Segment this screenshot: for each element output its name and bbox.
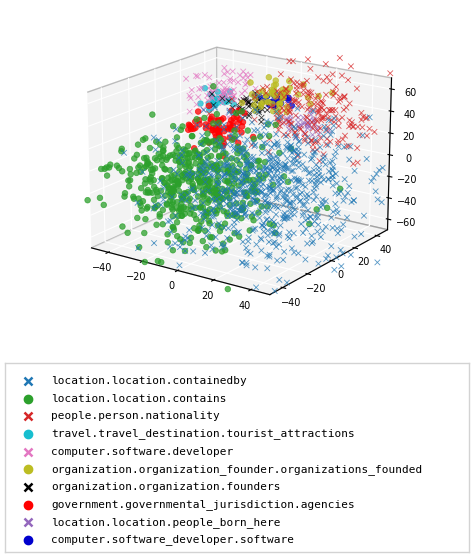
Text: organization.organization_founder.organizations_founded: organization.organization_founder.organi… <box>51 464 422 475</box>
Text: location.location.people_born_here: location.location.people_born_here <box>51 517 281 528</box>
Text: location.location.contains: location.location.contains <box>51 393 227 403</box>
Text: computer.software_developer.software: computer.software_developer.software <box>51 535 294 545</box>
Text: computer.software.developer: computer.software.developer <box>51 446 233 456</box>
Text: location.location.containedby: location.location.containedby <box>51 376 247 386</box>
Text: government.governmental_jurisdiction.agencies: government.governmental_jurisdiction.age… <box>51 499 355 510</box>
Text: people.person.nationality: people.person.nationality <box>51 411 220 421</box>
Text: travel.travel_destination.tourist_attractions: travel.travel_destination.tourist_attrac… <box>51 429 355 439</box>
Text: organization.organization.founders: organization.organization.founders <box>51 482 281 492</box>
